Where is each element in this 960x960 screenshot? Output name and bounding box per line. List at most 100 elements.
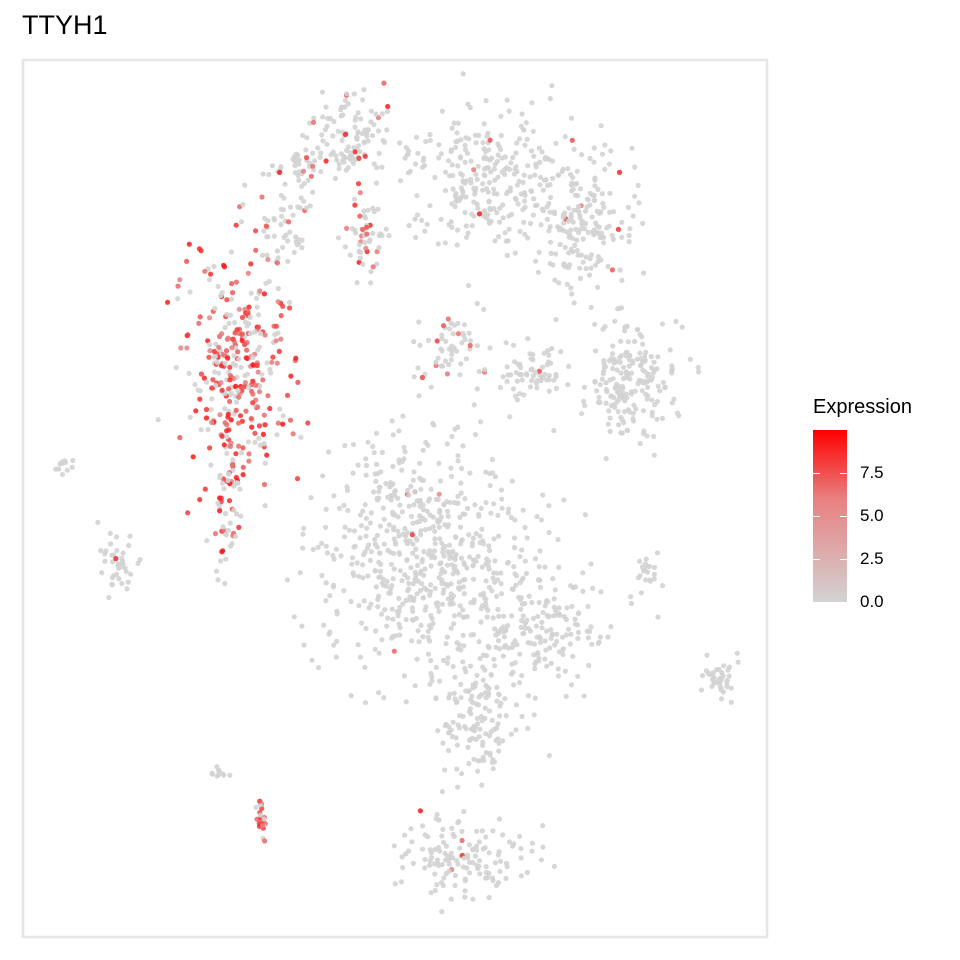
data-point: [529, 599, 535, 606]
data-point: [637, 350, 643, 356]
data-point: [449, 433, 455, 440]
data-point: [263, 280, 269, 286]
data-point: [443, 338, 449, 344]
data-point: [360, 508, 366, 514]
data-point: [420, 634, 426, 640]
data-point: [300, 168, 307, 174]
data-point: [589, 214, 595, 220]
data-point: [569, 291, 575, 297]
data-point: [223, 556, 229, 562]
data-point: [207, 341, 213, 348]
data-point: [360, 575, 366, 581]
data-point: [448, 850, 454, 856]
data-point: [448, 465, 454, 471]
data-point: [428, 384, 434, 390]
data-point: [540, 492, 546, 498]
data-point: [625, 204, 632, 210]
data-point: [465, 230, 471, 236]
data-point: [487, 483, 493, 489]
data-point: [482, 367, 488, 373]
data-point: [421, 572, 427, 579]
data-point: [508, 731, 514, 737]
data-point: [466, 760, 472, 767]
data-point: [569, 137, 575, 143]
data-point: [548, 250, 554, 256]
data-point: [540, 844, 546, 850]
data-point: [598, 123, 604, 129]
data-point: [463, 223, 469, 229]
data-point: [519, 713, 525, 720]
data-point: [598, 589, 604, 595]
data-point: [345, 101, 351, 107]
data-point: [395, 495, 401, 501]
data-point: [444, 371, 450, 377]
data-point: [345, 507, 351, 513]
data-point: [624, 395, 630, 401]
data-point: [428, 563, 434, 569]
data-point: [529, 366, 535, 372]
data-point: [451, 613, 458, 619]
data-point: [655, 383, 661, 389]
data-point: [523, 120, 529, 126]
data-point: [388, 561, 395, 567]
data-point: [374, 532, 381, 539]
data-point: [452, 882, 458, 889]
data-point: [70, 457, 76, 464]
data-point: [603, 380, 609, 386]
data-point: [111, 573, 117, 579]
data-point: [479, 564, 485, 570]
data-point: [301, 198, 307, 204]
data-point: [507, 188, 513, 194]
data-point: [508, 671, 515, 677]
data-point: [566, 250, 572, 256]
data-point: [273, 323, 279, 329]
data-point: [505, 623, 511, 629]
data-point: [481, 172, 487, 178]
data-point: [505, 238, 511, 244]
data-point: [465, 505, 471, 511]
data-point: [456, 819, 462, 825]
data-point: [518, 873, 525, 879]
data-point: [471, 402, 477, 408]
data-point: [582, 208, 589, 214]
data-point: [486, 147, 492, 153]
data-point: [357, 535, 363, 541]
data-point: [575, 635, 581, 642]
data-point: [531, 652, 537, 658]
data-point: [524, 372, 530, 378]
data-point: [454, 742, 460, 748]
data-point: [230, 457, 236, 463]
data-point: [379, 164, 385, 170]
data-point: [565, 382, 571, 388]
data-point: [261, 816, 267, 822]
data-point: [585, 229, 591, 235]
data-point: [624, 349, 630, 355]
data-point: [371, 161, 377, 167]
data-point: [601, 204, 607, 210]
data-point: [120, 550, 126, 556]
data-point: [483, 597, 489, 603]
data-point: [607, 190, 613, 196]
data-point: [550, 175, 556, 181]
data-point: [417, 518, 423, 525]
data-point: [480, 541, 486, 547]
data-point: [480, 187, 486, 193]
data-point: [518, 595, 524, 601]
data-point: [521, 127, 527, 133]
data-point: [489, 875, 496, 881]
data-point: [461, 643, 467, 649]
data-point: [354, 280, 360, 286]
data-point: [695, 364, 701, 370]
data-point: [721, 663, 727, 669]
data-point: [218, 293, 224, 299]
data-point: [500, 653, 506, 659]
data-point: [95, 519, 101, 526]
data-point: [413, 234, 419, 241]
data-point: [443, 169, 449, 175]
data-point: [455, 585, 461, 591]
data-point: [256, 423, 262, 429]
data-point: [469, 693, 475, 699]
data-point: [370, 443, 376, 450]
data-point: [321, 622, 327, 628]
